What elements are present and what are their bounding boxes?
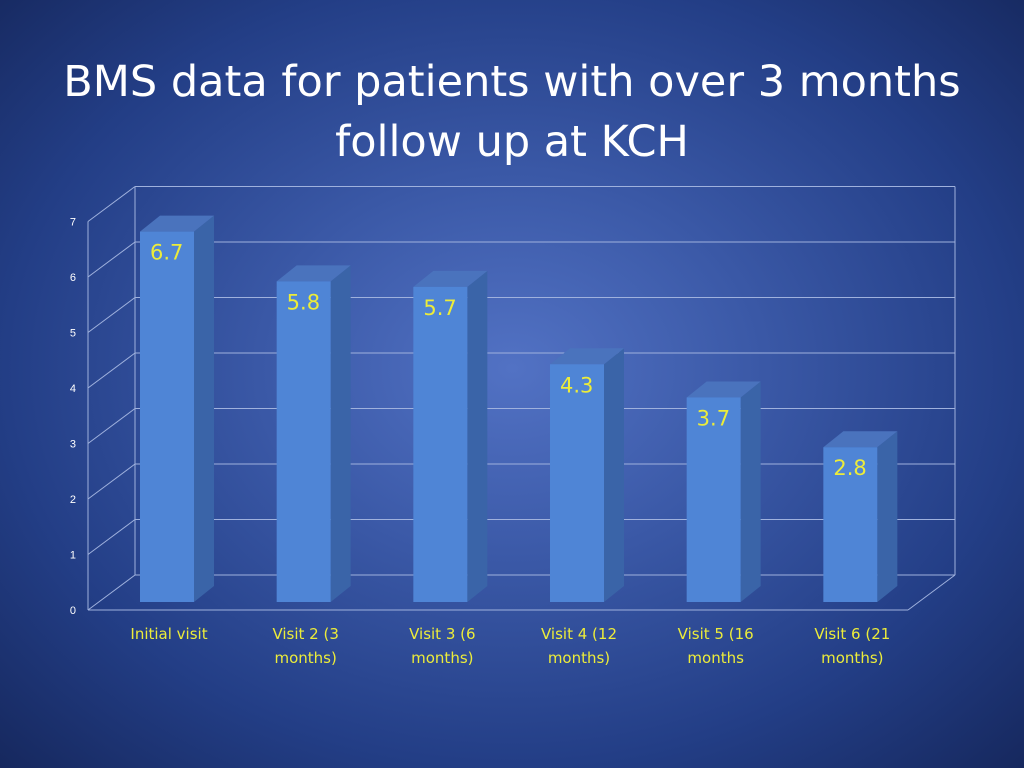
bar-side (740, 381, 761, 602)
floor-right-edge (907, 574, 956, 611)
bar: 5.7 (413, 270, 488, 602)
gridline-side (87, 519, 136, 555)
data-label: 4.3 (560, 373, 593, 397)
bar-front (550, 364, 604, 602)
gridline-side (87, 352, 136, 389)
gridline-side (87, 186, 136, 222)
bar-side (604, 348, 624, 602)
bar: 2.8 (823, 431, 898, 602)
chart-walls (87, 186, 956, 611)
bar: 5.8 (276, 265, 351, 602)
gridlines (87, 186, 955, 611)
y-tick-label: 4 (70, 383, 76, 395)
x-axis-labels: Initial visit Visit 2 (3 months) Visit 3 (6… (130, 625, 890, 667)
data-label: 2.8 (833, 456, 866, 480)
y-tick-label: 0 (70, 605, 76, 617)
bar-side (330, 265, 351, 602)
y-tick-label: 3 (70, 439, 76, 451)
y-tick-label: 7 (70, 217, 76, 229)
x-tick-label: Visit 6 (21 months) (814, 625, 890, 667)
bar-side (194, 215, 214, 603)
data-label: 5.8 (287, 290, 320, 314)
gridline-side (87, 297, 136, 333)
data-label: 6.7 (150, 241, 183, 265)
x-tick-label: Visit 4 (12 months) (541, 625, 617, 667)
bar-top (550, 348, 624, 365)
bar-top (140, 215, 214, 232)
gridline-side (87, 241, 136, 278)
bar: 4.3 (550, 348, 624, 602)
data-label: 5.7 (423, 296, 456, 320)
x-tick-label: Visit 2 (3 months) (272, 625, 338, 667)
x-tick-label: Visit 3 (6 months) (409, 625, 475, 667)
y-tick-label: 5 (70, 328, 76, 340)
x-tick-label: Visit 5 (16 months (678, 625, 754, 667)
bar-top (413, 270, 488, 287)
data-label: 3.7 (697, 406, 730, 430)
x-tick-label: Initial visit (130, 625, 207, 643)
y-axis-ticks: 0 1 2 3 4 5 6 7 (70, 217, 76, 618)
bar: 6.7 (140, 215, 214, 603)
bar: 3.7 (686, 381, 761, 602)
y-tick-label: 2 (70, 494, 76, 506)
bar-top (823, 431, 898, 448)
bar-top (686, 381, 761, 398)
bar-top (276, 265, 351, 282)
gridline-side (87, 408, 136, 444)
bar-front (413, 286, 468, 602)
title-line-1: BMS data for patients with over 3 months (63, 57, 961, 107)
gridline-side (87, 574, 136, 611)
bar-front (140, 231, 194, 603)
bar-front (276, 281, 331, 602)
bar-front (686, 397, 741, 602)
y-tick-label: 6 (70, 272, 76, 284)
gridline-side (87, 463, 136, 500)
chart-title: BMS data for patients with over 3 months… (40, 52, 984, 172)
bar-side (467, 270, 488, 602)
title-line-2: follow up at KCH (335, 117, 689, 167)
bars: 6.7 5.8 5.7 4.3 3.7 2.8 (140, 215, 898, 603)
y-tick-label: 1 (70, 550, 76, 562)
bar-front (823, 447, 878, 602)
bar-side (877, 431, 898, 602)
